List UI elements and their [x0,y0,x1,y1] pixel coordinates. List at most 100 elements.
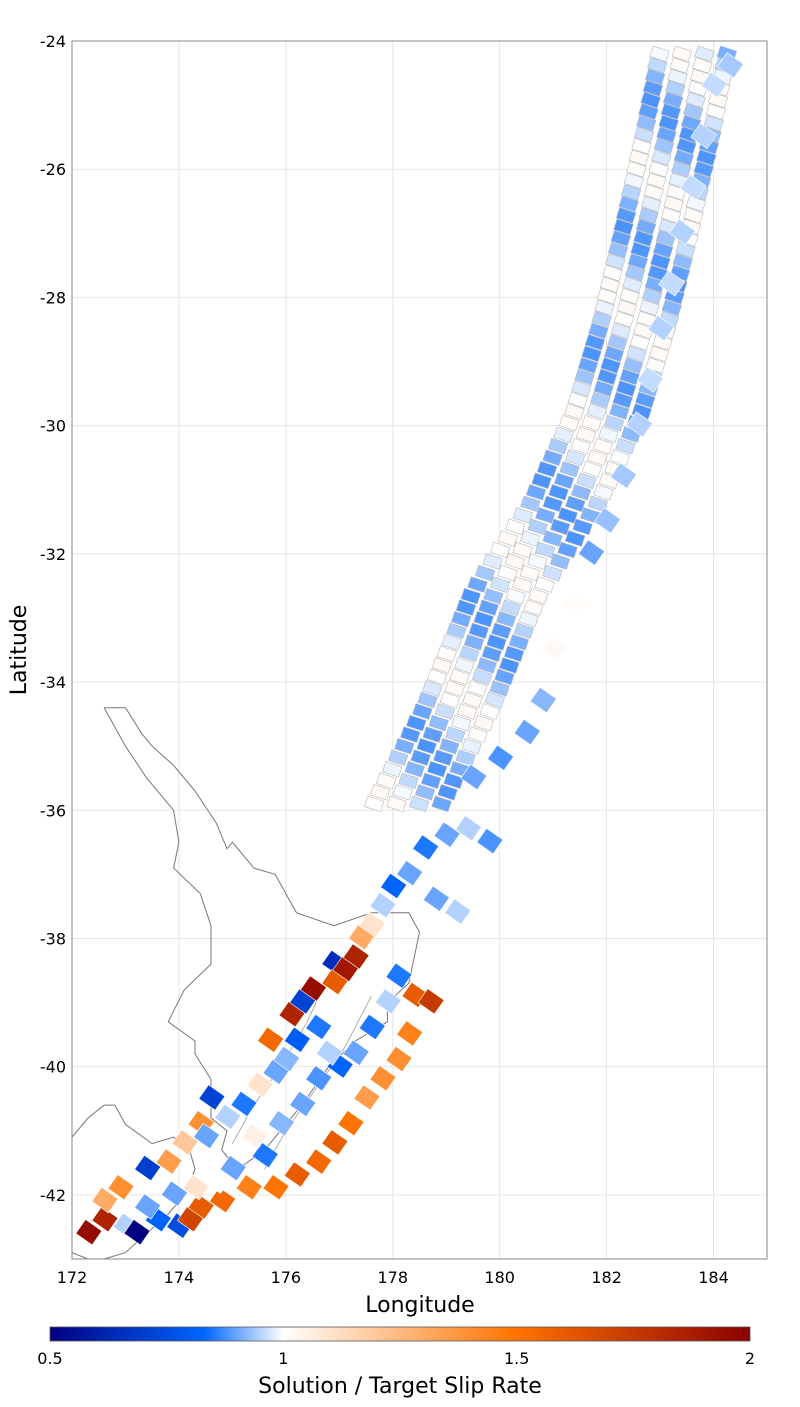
interface-patch [497,564,518,582]
interface-patch [542,449,563,466]
fault-section [668,218,696,246]
interface-patch [692,57,713,74]
interface-patch [599,276,621,293]
fault-section [305,1013,333,1041]
interface-patch [622,357,644,374]
interface-patch [394,737,415,755]
fault-section [337,1110,365,1137]
interface-patch [527,518,548,536]
x-tick-label: 180 [484,1268,515,1287]
interface-patch [436,645,457,663]
interface-patch [627,253,649,270]
interface-patch [553,472,575,490]
interface-patch [386,795,407,813]
fault-section [267,1110,295,1137]
fault-section [182,1174,210,1201]
fault-section [230,1090,258,1117]
interface-patch [505,587,526,605]
colorbar-tick-label: 1 [278,1349,288,1368]
interface-patch [439,691,461,709]
fault-section [342,1039,370,1066]
fault-section [417,988,445,1015]
fault-section [593,507,621,534]
interface-patch [400,726,421,743]
interface-patch [619,287,640,305]
interface-patch [626,160,647,178]
interface-patch [603,345,625,363]
x-tick-label: 182 [591,1268,622,1287]
interface-patch [467,576,488,593]
interface-patch [476,657,498,674]
interface-patch [505,518,526,536]
interface-patch [535,507,556,524]
interface-patch [433,749,454,766]
interface-patch [662,91,684,109]
interface-patch [513,622,534,640]
interface-patch [534,576,555,593]
interface-patch [410,749,431,766]
fault-section [561,590,589,617]
interface-patch [577,357,599,374]
interface-patch [621,184,642,201]
y-tick-label: -38 [40,929,66,948]
interface-patch [420,772,442,790]
interface-patch [675,241,696,259]
interface-patch [388,749,409,766]
fault-section [369,1065,397,1092]
fault-section [283,1161,311,1188]
interface-patch [459,645,480,663]
fault-section [433,821,461,848]
interface-patch [663,195,684,213]
fault-section [241,1122,269,1150]
interface-patch [467,680,488,697]
colorbar-title: Solution / Target Slip Rate [258,1374,542,1399]
interface-patch [441,634,462,651]
interface-patch [508,634,530,651]
y-axis-title: Latitude [7,605,32,696]
interface-patch [497,530,518,547]
fault-section [251,1142,279,1169]
fault-section [513,718,541,746]
interface-patch [635,391,656,409]
interface-patch [693,160,714,178]
fault-section [380,872,408,900]
interface-patch [633,126,655,143]
interface-patch [581,345,602,363]
interface-patch [414,784,436,801]
fault-section [454,815,482,842]
y-tick-label: -30 [40,417,66,436]
interface-patch [445,726,466,743]
interface-patch [559,460,580,478]
interface-patch [694,45,715,63]
interface-patch [672,253,693,270]
interface-patch [519,564,541,582]
interface-patch [683,103,704,120]
x-tick-label: 174 [164,1268,195,1287]
interface-patch [591,310,612,328]
interface-patch [587,495,608,513]
interface-patch [451,610,472,628]
interface-patch [607,334,628,351]
plot-frame [71,40,768,1260]
interface-patch [481,645,502,663]
fault-section [299,975,327,1002]
interface-patch [669,57,690,74]
interface-patch [685,195,707,213]
interface-patch [479,703,500,720]
interface-patch [581,414,602,432]
interface-patch [398,772,419,790]
interface-patch [572,518,593,536]
y-tick-label: -34 [40,673,66,692]
interface-patch [422,680,443,697]
interface-patch [673,149,694,166]
plot-area [72,41,767,1259]
interface-patch [600,357,621,374]
interface-patch [437,784,458,801]
fault-section [321,968,349,996]
interface-patch [553,426,574,443]
fault-section [262,1174,290,1201]
interface-patch [622,276,643,293]
interface-patch [451,714,472,732]
interface-patch [592,437,614,455]
y-axis-ticks: -24 -26 -28 -30 -32 -34 -36 -38 -40 -42 [40,32,66,1205]
